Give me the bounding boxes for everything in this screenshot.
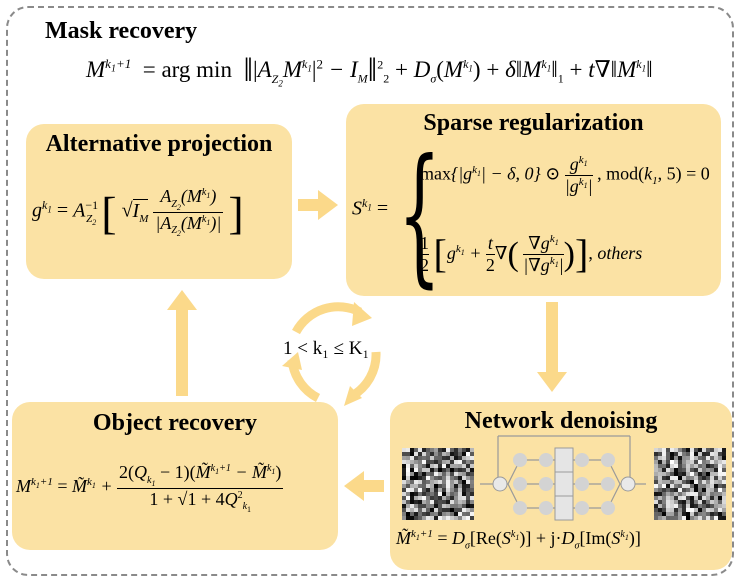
sparse-case-1: max{|gk1| − δ, 0} ⊙ gk1 |gk1| , mod(k1, …	[420, 154, 710, 196]
network-denoising-title: Network denoising	[464, 408, 658, 434]
arrow-left-bottom	[344, 471, 384, 501]
sparse-brace: {	[398, 128, 441, 302]
mask-recovery-equation: Mk1+1 = arg min ‖|AZ2Mk1|2 − IM‖22 + Dσ(…	[86, 52, 653, 89]
object-recovery-box: Object recovery Mk1+1 = M̃k1 + 2(Qk1 − 1…	[12, 402, 338, 550]
cycle-arrowheads	[282, 302, 372, 406]
network-nodes	[492, 447, 636, 521]
cycle-iteration-label: 1 < k₁ ≤ K₁	[283, 338, 370, 359]
alternative-projection-box: Alternative projection gk1 = A−1Z2 [ √IM…	[26, 124, 292, 279]
object-recovery-equation: Mk1+1 = M̃k1 + 2(Qk1 − 1)(M̃k1+1 − M̃k1)…	[16, 462, 284, 515]
arrow-right-top	[298, 190, 338, 220]
mask-recovery-title: Mask recovery	[45, 18, 198, 44]
arrow-up-left	[167, 290, 197, 396]
sparse-regularization-lhs: Sk1 =	[352, 196, 389, 220]
flow-arrows	[167, 190, 567, 501]
object-recovery-title: Object recovery	[92, 410, 258, 436]
alternative-projection-equation: gk1 = A−1Z2 [ √IM AZ2(Mk1) |AZ2(Mk1)| ]	[32, 186, 244, 239]
network-denoising-equation: M̃k1+1 = Dσ[Re(Sk1)] + j·Dσ[Im(Sk1)]	[396, 528, 641, 552]
sparse-regularization-box: Sparse regularization Sk1 = { max{|gk1| …	[346, 104, 721, 296]
alternative-projection-title: Alternative projection	[45, 131, 273, 157]
arrow-down-right	[537, 302, 567, 392]
outer-dashed-frame	[6, 6, 734, 576]
noisy-image-right	[654, 448, 726, 520]
noisy-image-left	[402, 448, 474, 520]
sparse-regularization-title: Sparse regularization	[423, 110, 644, 136]
